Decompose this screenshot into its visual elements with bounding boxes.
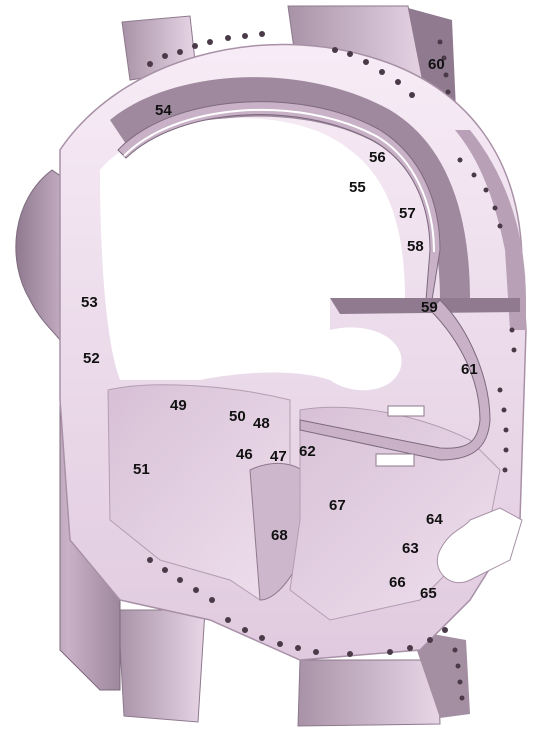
label-58: 58: [407, 238, 424, 255]
label-49: 49: [170, 397, 187, 414]
slot-lower: [375, 453, 415, 467]
label-55: 55: [349, 179, 366, 196]
label-61: 61: [461, 361, 478, 378]
label-63: 63: [402, 540, 419, 557]
label-53: 53: [81, 294, 98, 311]
bolt-holes: [147, 31, 517, 701]
label-51: 51: [133, 461, 150, 478]
label-64: 64: [426, 511, 443, 528]
upper-rail-highlight: [123, 108, 435, 253]
label-47: 47: [270, 448, 287, 465]
label-60: 60: [428, 56, 445, 73]
label-52: 52: [83, 350, 100, 367]
label-54: 54: [155, 102, 172, 119]
label-56: 56: [369, 149, 386, 166]
plasma-opening: [100, 117, 405, 391]
label-48: 48: [253, 415, 270, 432]
label-68: 68: [271, 527, 288, 544]
label-67: 67: [329, 497, 346, 514]
outer-rim-right: [455, 130, 526, 330]
right-port-notch: [436, 507, 523, 584]
label-65: 65: [420, 585, 437, 602]
right-rail: [299, 299, 491, 461]
label-57: 57: [399, 205, 416, 222]
component-labels: 46 47 48 49 50 51 52 53 54 55 56 57 58 5…: [81, 56, 478, 602]
label-62: 62: [299, 443, 316, 460]
label-50: 50: [229, 408, 246, 425]
label-46: 46: [236, 446, 253, 463]
label-66: 66: [389, 574, 406, 591]
label-59: 59: [421, 299, 438, 316]
slot-upper: [387, 405, 425, 417]
midplane-shelf: [330, 298, 520, 314]
